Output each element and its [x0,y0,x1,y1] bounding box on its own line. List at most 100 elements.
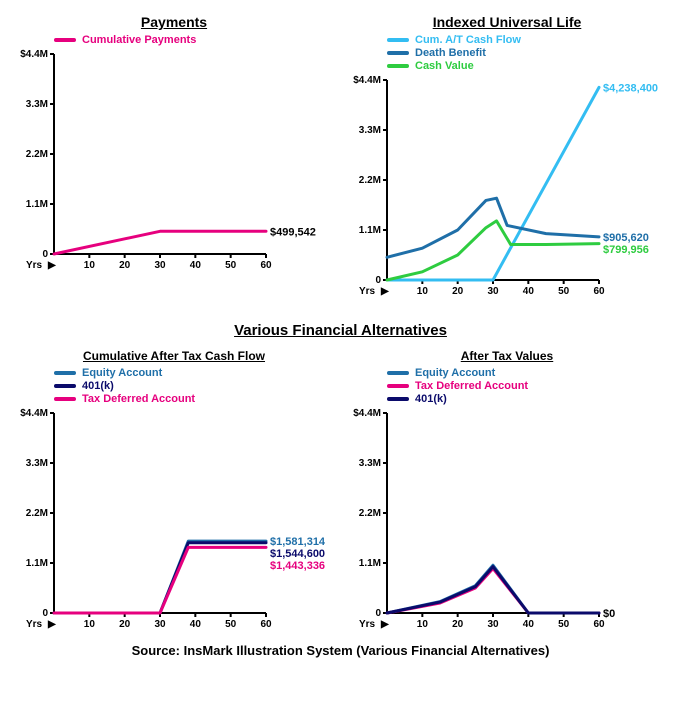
svg-text:$799,956: $799,956 [603,244,649,256]
payments-legend: Cumulative Payments [54,34,334,46]
payments-chart-cell: Payments Cumulative Payments $4.4M3.3M2.… [14,10,334,304]
iul-legend: Cum. A/T Cash FlowDeath BenefitCash Valu… [387,34,667,72]
svg-text:10: 10 [84,619,96,630]
legend-item: Tax Deferred Account [387,380,667,392]
legend-item: 401(k) [387,393,667,405]
svg-text:10: 10 [417,286,429,297]
svg-text:$1,544,600: $1,544,600 [270,548,325,560]
svg-text:1.1M: 1.1M [26,558,48,569]
legend-swatch [387,397,409,401]
svg-text:50: 50 [558,286,570,297]
svg-text:40: 40 [523,619,535,630]
svg-text:2.2M: 2.2M [359,175,381,186]
legend-label: Tax Deferred Account [82,393,195,405]
svg-text:3.3M: 3.3M [26,458,48,469]
svg-text:Yrs: Yrs [359,286,376,297]
legend-label: Cumulative Payments [82,34,196,46]
svg-text:Yrs: Yrs [359,619,376,630]
legend-swatch [387,64,409,68]
legend-label: Cash Value [415,60,474,72]
svg-text:2.2M: 2.2M [359,508,381,519]
svg-text:40: 40 [190,260,202,271]
legend-label: Death Benefit [415,47,486,59]
legend-swatch [387,38,409,42]
svg-text:3.3M: 3.3M [26,99,48,110]
legend-item: Tax Deferred Account [54,393,334,405]
svg-text:0: 0 [375,275,381,286]
svg-text:3.3M: 3.3M [359,125,381,136]
legend-item: 401(k) [54,380,334,392]
legend-item: Cash Value [387,60,667,72]
svg-text:50: 50 [558,619,570,630]
svg-text:1.1M: 1.1M [359,558,381,569]
svg-text:$0: $0 [603,608,615,620]
legend-swatch [54,371,76,375]
legend-item: Death Benefit [387,47,667,59]
svg-text:$499,542: $499,542 [270,226,316,238]
alt-right-chart: $4.4M3.3M2.2M1.1M0102030405060Yrs▶$0 [347,407,667,637]
legend-swatch [54,384,76,388]
svg-text:▶: ▶ [47,260,57,271]
svg-text:50: 50 [225,619,237,630]
svg-text:▶: ▶ [380,286,390,297]
svg-text:60: 60 [260,619,272,630]
legend-item: Cum. A/T Cash Flow [387,34,667,46]
alt-right-legend: Equity AccountTax Deferred Account401(k) [387,367,667,405]
svg-text:1.1M: 1.1M [359,225,381,236]
svg-text:20: 20 [119,619,131,630]
payments-chart: $4.4M3.3M2.2M1.1M0102030405060Yrs▶$499,5… [14,48,334,278]
svg-text:50: 50 [225,260,237,271]
svg-text:0: 0 [42,249,48,260]
svg-text:30: 30 [154,619,166,630]
svg-text:$1,581,314: $1,581,314 [270,536,326,548]
legend-label: Equity Account [415,367,495,379]
svg-text:40: 40 [523,286,535,297]
legend-swatch [387,51,409,55]
alt-right-title: After Tax Values [347,349,667,363]
legend-label: 401(k) [82,380,114,392]
svg-text:20: 20 [452,286,464,297]
svg-text:3.3M: 3.3M [359,458,381,469]
svg-text:30: 30 [487,286,499,297]
svg-text:$4,238,400: $4,238,400 [603,82,658,94]
legend-item: Equity Account [387,367,667,379]
svg-text:20: 20 [452,619,464,630]
svg-text:30: 30 [487,619,499,630]
legend-item: Cumulative Payments [54,34,334,46]
svg-text:1.1M: 1.1M [26,199,48,210]
svg-text:30: 30 [154,260,166,271]
svg-text:2.2M: 2.2M [26,508,48,519]
legend-swatch [54,397,76,401]
svg-text:60: 60 [260,260,272,271]
legend-swatch [387,371,409,375]
svg-text:20: 20 [119,260,131,271]
svg-text:$4.4M: $4.4M [20,408,48,419]
alternatives-section-title: Various Financial Alternatives [14,322,667,339]
svg-text:60: 60 [593,286,605,297]
svg-text:$4.4M: $4.4M [353,75,381,86]
svg-text:Yrs: Yrs [26,619,43,630]
legend-label: 401(k) [415,393,447,405]
alt-left-legend: Equity Account401(k)Tax Deferred Account [54,367,334,405]
svg-text:10: 10 [84,260,96,271]
alt-left-cell: Cumulative After Tax Cash Flow Equity Ac… [14,345,334,637]
svg-text:▶: ▶ [380,619,390,630]
iul-title: Indexed Universal Life [347,14,667,30]
svg-text:Yrs: Yrs [26,260,43,271]
svg-text:0: 0 [42,608,48,619]
svg-text:▶: ▶ [47,619,57,630]
legend-swatch [54,38,76,42]
legend-swatch [387,384,409,388]
legend-label: Tax Deferred Account [415,380,528,392]
footer-source: Source: InsMark Illustration System (Var… [14,643,667,658]
iul-chart-cell: Indexed Universal Life Cum. A/T Cash Flo… [347,10,667,304]
alt-left-title: Cumulative After Tax Cash Flow [14,349,334,363]
legend-label: Equity Account [82,367,162,379]
payments-title: Payments [14,14,334,30]
svg-text:$905,620: $905,620 [603,232,649,244]
alt-right-cell: After Tax Values Equity AccountTax Defer… [347,345,667,637]
svg-text:$1,443,336: $1,443,336 [270,560,325,572]
legend-label: Cum. A/T Cash Flow [415,34,521,46]
legend-item: Equity Account [54,367,334,379]
svg-text:2.2M: 2.2M [26,149,48,160]
